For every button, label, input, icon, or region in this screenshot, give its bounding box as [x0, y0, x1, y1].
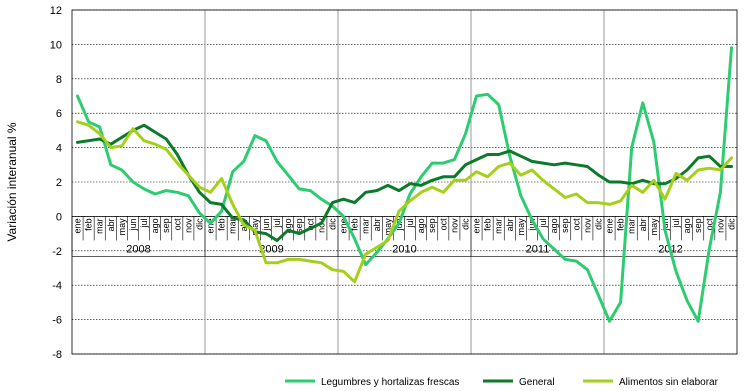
- x-tick-label: sep: [427, 218, 437, 233]
- y-axis-label: Variación interanual %: [5, 122, 19, 242]
- x-tick-label: may: [649, 218, 659, 236]
- x-tick-label: jul: [671, 218, 681, 228]
- x-tick-label: ago: [416, 218, 426, 233]
- y-tick-label: 0: [56, 211, 62, 223]
- y-tick-label: 4: [56, 143, 62, 155]
- x-tick-label: sep: [161, 218, 171, 233]
- x-tick-label: ago: [549, 218, 559, 233]
- legend: Legumbres y hortalizas frescas General Ali…: [285, 377, 719, 388]
- series-line-1: [76, 46, 733, 323]
- x-tick-label: abr: [638, 218, 648, 231]
- x-tick-label: may: [250, 218, 260, 236]
- x-tick-label: ene: [605, 218, 615, 233]
- x-tick-label: jul: [139, 218, 149, 228]
- x-tick-label: ene: [472, 218, 482, 233]
- x-tick-label: may: [516, 218, 526, 236]
- legend-label: General: [519, 377, 555, 388]
- x-tick-label: jun: [128, 218, 138, 231]
- x-tick-label: mar: [361, 218, 371, 234]
- y-axis-tick-labels: -8 -6 -4 -2 0 2 4 6 8 10 12: [50, 5, 62, 361]
- x-tick-label: jul: [538, 218, 548, 228]
- x-tick-label: jul: [405, 218, 415, 228]
- x-tick-label: jul: [272, 218, 282, 228]
- x-tick-label: ago: [682, 218, 692, 233]
- x-tick-label: nov: [316, 218, 326, 233]
- x-tick-label: sep: [560, 218, 570, 233]
- y-tick-label: 8: [56, 74, 62, 86]
- x-tick-label: nov: [582, 218, 592, 233]
- x-tick-label: abr: [505, 218, 515, 231]
- x-tick-label: abr: [372, 218, 382, 231]
- x-tick-label: feb: [217, 218, 227, 231]
- y-tick-label: -6: [52, 315, 62, 327]
- x-tick-label: dic: [726, 218, 736, 230]
- x-tick-label: mar: [95, 218, 105, 234]
- x-tick-label: oct: [438, 218, 448, 231]
- x-tick-label: feb: [84, 218, 94, 231]
- y-tick-label: 2: [56, 177, 62, 189]
- x-tick-label: sep: [693, 218, 703, 233]
- x-tick-label: ago: [150, 218, 160, 233]
- x-tick-label: ago: [283, 218, 293, 233]
- x-tick-label: jun: [261, 218, 271, 231]
- legend-label: Legumbres y hortalizas frescas: [321, 377, 459, 388]
- year-label: 2008: [126, 243, 150, 255]
- x-tick-label: abr: [106, 218, 116, 231]
- x-tick-label: oct: [571, 218, 581, 231]
- x-axis: ene feb mar abr may jun jul ago sep oct nov dic ene f…: [71, 215, 738, 257]
- x-tick-label: jun: [527, 218, 537, 231]
- x-tick-label: ene: [339, 218, 349, 233]
- x-tick-label: nov: [183, 218, 193, 233]
- x-tick-label: may: [117, 218, 127, 236]
- y-tick-label: -8: [52, 349, 62, 361]
- x-tick-label: feb: [616, 218, 626, 231]
- plot-frame: [71, 9, 738, 355]
- y-tick-label: 12: [50, 5, 62, 17]
- gridlines: [71, 9, 738, 355]
- x-tick-label: dic: [194, 218, 204, 230]
- year-label: 2010: [392, 243, 416, 255]
- y-tick-label: -4: [52, 280, 62, 292]
- x-tick-label: dic: [460, 218, 470, 230]
- x-tick-label: oct: [704, 218, 714, 231]
- x-tick-label: oct: [172, 218, 182, 231]
- x-tick-label: ene: [206, 218, 216, 233]
- x-tick-label: nov: [449, 218, 459, 233]
- x-tick-label: may: [383, 218, 393, 236]
- x-tick-label: mar: [228, 218, 238, 234]
- x-tick-label: mar: [627, 218, 637, 234]
- series-line-3: [76, 120, 733, 284]
- y-tick-label: -2: [52, 246, 62, 258]
- year-label: 2011: [526, 243, 550, 255]
- x-tick-label: feb: [483, 218, 493, 231]
- y-tick-label: 6: [56, 108, 62, 120]
- series-lines: [76, 46, 733, 323]
- x-tick-label: nov: [715, 218, 725, 233]
- x-tick-label: ene: [73, 218, 83, 233]
- x-tick-label: dic: [593, 218, 603, 230]
- y-tick-label: 10: [50, 39, 62, 51]
- x-tick-label: oct: [305, 218, 315, 231]
- legend-label: Alimentos sin elaborar: [619, 377, 719, 388]
- x-tick-label: sep: [294, 218, 304, 233]
- x-tick-label: mar: [494, 218, 504, 234]
- year-label: 2009: [259, 243, 283, 255]
- x-tick-label: dic: [327, 218, 337, 230]
- x-tick-label: feb: [350, 218, 360, 231]
